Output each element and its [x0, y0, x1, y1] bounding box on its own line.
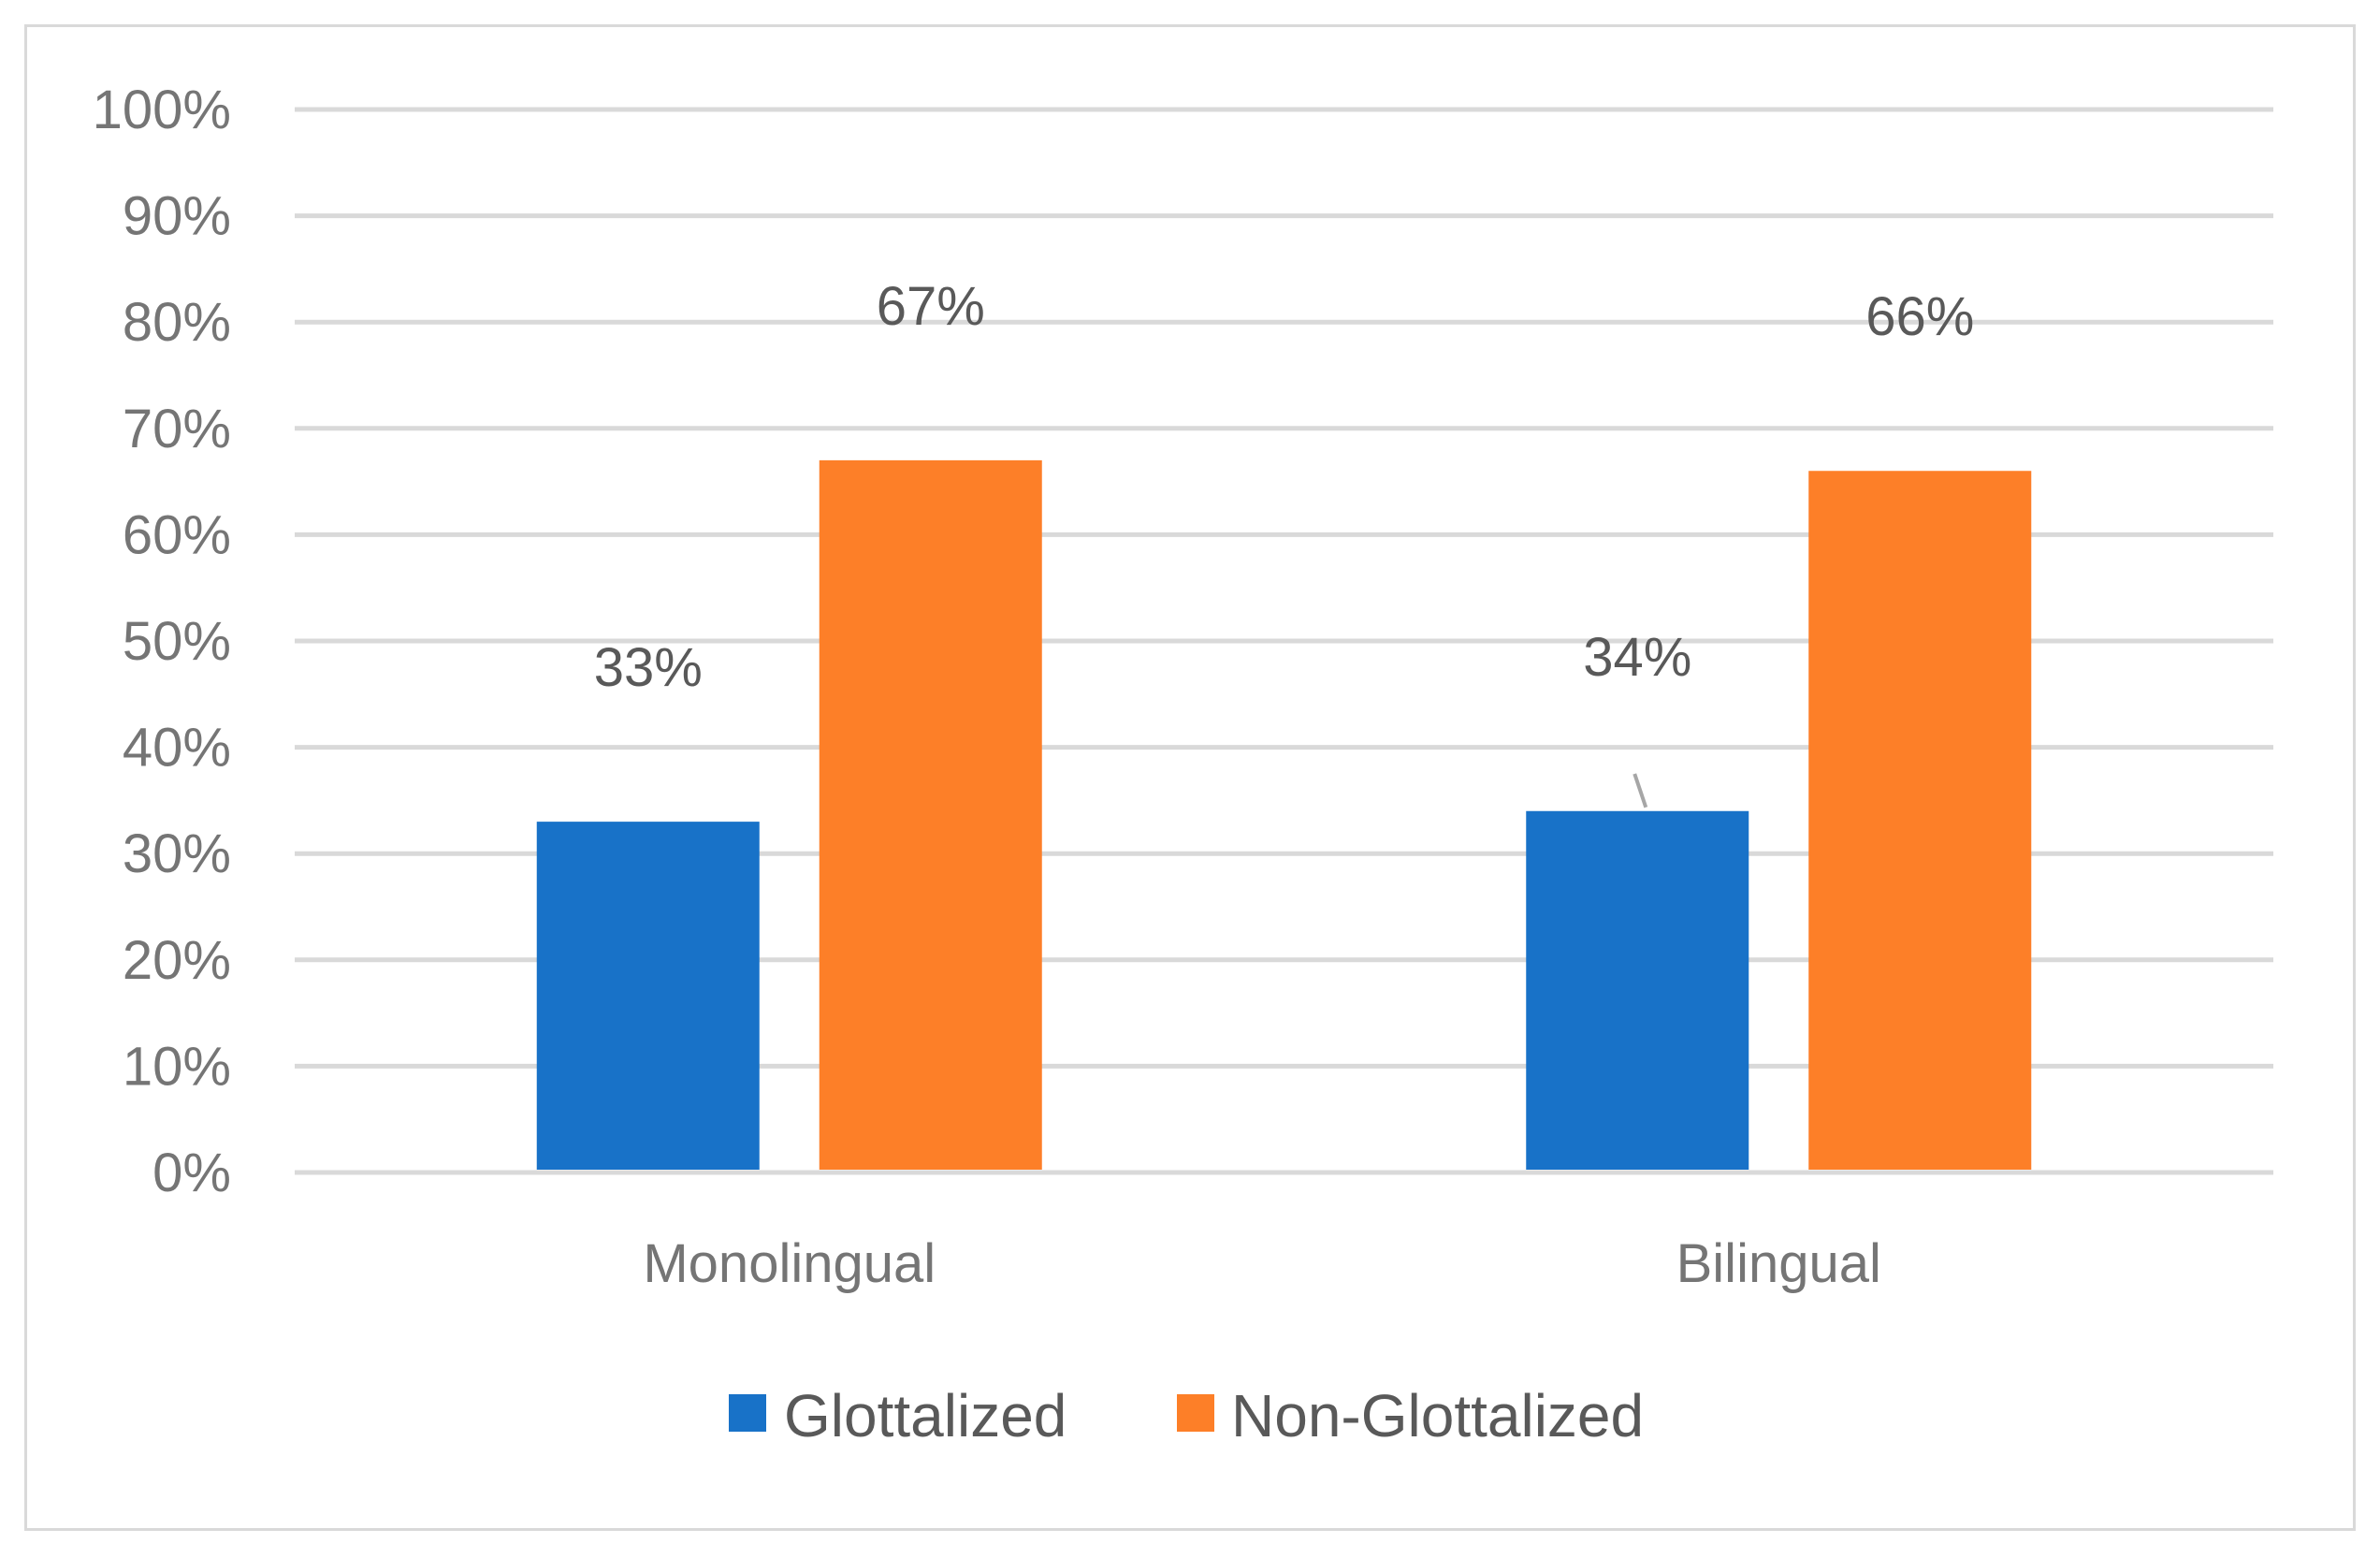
data-labels: 33% 67% 34% 66%	[594, 276, 1974, 808]
x-axis-ticks: Monolingual Bilingual	[643, 1233, 1881, 1294]
data-label: 34%	[1583, 627, 1691, 688]
y-tick-label: 90%	[123, 186, 231, 247]
leader-line	[1633, 773, 1648, 808]
y-tick-label: 100%	[93, 80, 231, 140]
y-tick-label: 20%	[123, 930, 231, 991]
legend-swatch	[1177, 1394, 1214, 1432]
y-tick-label: 40%	[123, 718, 231, 779]
legend: Glottalized Non-Glottalized	[729, 1382, 1644, 1449]
legend-label: Non-Glottalized	[1231, 1382, 1644, 1449]
y-tick-label: 50%	[123, 611, 231, 672]
bar-non-glottalized-monolingual	[819, 459, 1042, 1170]
x-tick-label: Bilingual	[1676, 1233, 1881, 1294]
y-axis-ticks: 0% 10% 20% 30% 40% 50% 60% 70% 80% 90% 100%	[93, 80, 231, 1203]
bar-non-glottalized-bilingual	[1808, 471, 2032, 1170]
data-label: 33%	[594, 637, 703, 698]
x-tick-label: Monolingual	[643, 1233, 936, 1294]
y-tick-label: 80%	[123, 292, 231, 353]
y-tick-label: 10%	[123, 1036, 231, 1097]
y-tick-label: 0%	[152, 1143, 231, 1203]
legend-swatch	[729, 1394, 766, 1432]
data-label: 67%	[877, 276, 985, 337]
y-tick-label: 70%	[123, 399, 231, 459]
bar-glottalized-monolingual	[536, 822, 760, 1170]
legend-label: Glottalized	[784, 1382, 1067, 1449]
data-label: 66%	[1865, 286, 1974, 347]
bars	[536, 459, 2032, 1170]
y-tick-label: 60%	[123, 504, 231, 565]
y-tick-label: 30%	[123, 823, 231, 884]
bar-glottalized-bilingual	[1526, 810, 1749, 1170]
